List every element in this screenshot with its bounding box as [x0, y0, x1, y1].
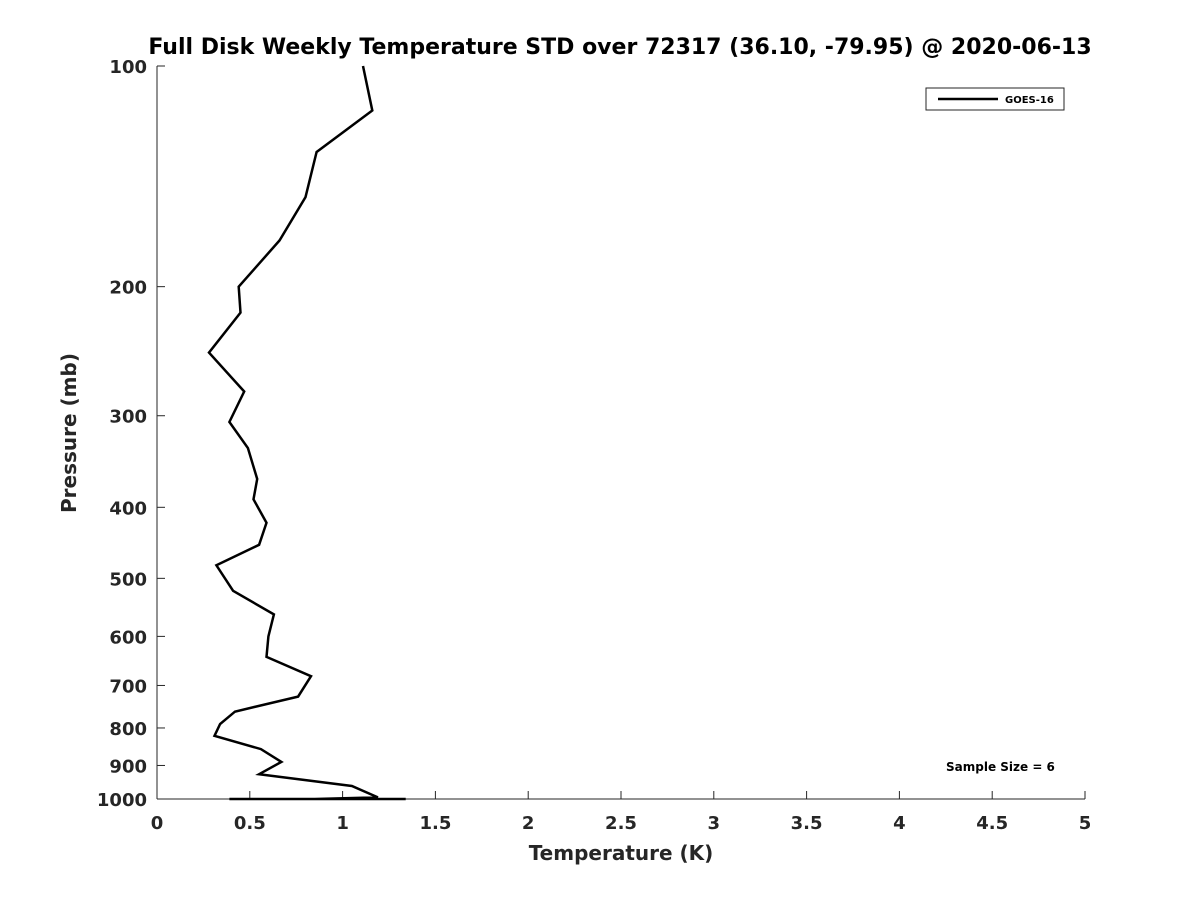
- x-tick-label: 3: [708, 813, 721, 834]
- x-axis-label: Temperature (K): [529, 841, 714, 865]
- x-tick-label: 3.5: [791, 813, 823, 834]
- y-tick-label: 800: [109, 719, 147, 740]
- y-axis-label: Pressure (mb): [57, 353, 81, 513]
- x-tick-label: 2: [522, 813, 535, 834]
- series-line-goes-16: [207, 65, 406, 801]
- y-tick-label: 900: [109, 756, 147, 777]
- plot-area: [157, 66, 1085, 799]
- y-tick-label: 700: [109, 676, 147, 697]
- chart-title: Full Disk Weekly Temperature STD over 72…: [148, 35, 1091, 60]
- y-tick-label: 500: [109, 569, 147, 590]
- sample-size-annotation: Sample Size = 6: [946, 760, 1055, 774]
- x-tick-label: 4: [893, 813, 906, 834]
- y-tick-label: 1000: [97, 790, 147, 811]
- x-tick-label: 2.5: [605, 813, 637, 834]
- y-axis-ticks: 100 200 300 400 500 600 700 800 900 1000: [97, 57, 165, 811]
- series-layer: [207, 65, 406, 801]
- y-tick-label: 100: [109, 57, 147, 78]
- legend: GOES-16: [925, 87, 1065, 111]
- y-tick-label: 300: [109, 407, 147, 428]
- y-tick-label: 400: [109, 498, 147, 519]
- x-axis-ticks: 0 0.5 1 1.5 2 2.5 3 3.5 4 4.5 5: [151, 791, 1092, 834]
- x-tick-label: 4.5: [976, 813, 1008, 834]
- x-tick-label: 0: [151, 813, 164, 834]
- y-tick-label: 200: [109, 278, 147, 299]
- x-tick-label: 1.5: [419, 813, 451, 834]
- x-tick-label: 0.5: [234, 813, 266, 834]
- x-tick-label: 1: [336, 813, 349, 834]
- x-tick-label: 5: [1079, 813, 1092, 834]
- legend-entry-goes-16: GOES-16: [1005, 95, 1054, 106]
- y-tick-label: 600: [109, 627, 147, 648]
